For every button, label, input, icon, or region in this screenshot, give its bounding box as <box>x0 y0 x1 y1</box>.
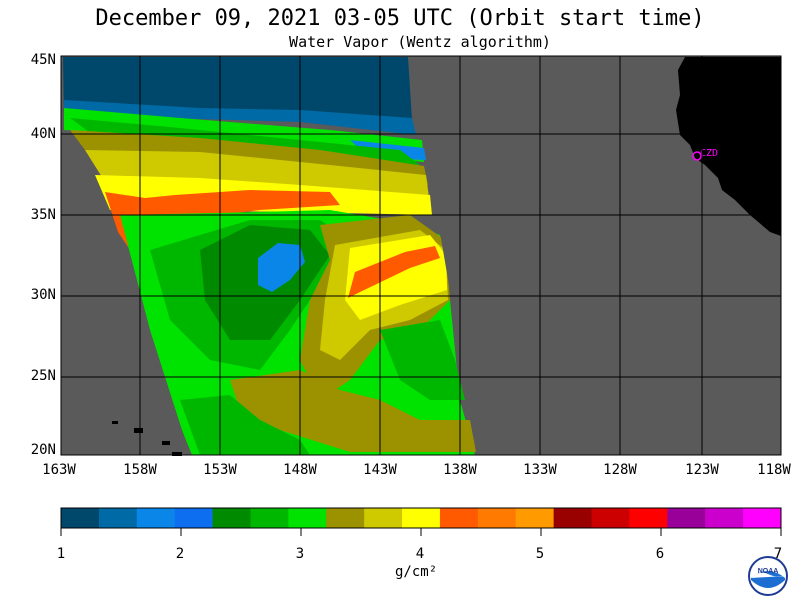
lon-label-123w: 123W <box>685 462 719 478</box>
colorbar-swatch-15 <box>629 508 668 528</box>
colorbar-swatch-10 <box>439 508 479 528</box>
lon-label-153w: 153W <box>203 462 237 478</box>
lat-label-20n: 20N <box>30 442 56 458</box>
colorbar-swatch-1 <box>98 508 138 528</box>
map-subtitle: Water Vapor (Wentz algorithm) <box>289 33 551 51</box>
colorbar-label-5: 5 <box>535 546 545 562</box>
colorbar-swatch-17 <box>705 508 744 528</box>
map-title: December 09, 2021 03-05 UTC (Orbit start… <box>95 6 705 31</box>
colorbar <box>60 507 782 536</box>
lon-label-133w: 133W <box>523 462 557 478</box>
lon-label-163w: 163W <box>42 462 76 478</box>
lat-label-40n: 40N <box>30 126 56 142</box>
island-hawaii-2 <box>134 428 143 433</box>
colorbar-swatch-13 <box>553 508 593 528</box>
lon-label-158w: 158W <box>123 462 157 478</box>
colorbar-label-4: 4 <box>415 546 425 562</box>
swath-region-orange-north <box>105 190 340 250</box>
lat-label-25n: 25N <box>30 368 56 384</box>
colorbar-swatch-5 <box>250 508 289 528</box>
colorbar-label-3: 3 <box>295 546 305 562</box>
island-hawaii-3 <box>162 441 170 445</box>
colorbar-swatch-2 <box>136 508 176 528</box>
lon-label-148w: 148W <box>283 462 317 478</box>
colorbar-swatch-11 <box>477 508 517 528</box>
noaa-logo-icon: NOAA <box>748 556 788 596</box>
swath-region-blue-eye <box>258 243 305 292</box>
colorbar-swatch-16 <box>667 508 706 528</box>
station-marker <box>692 151 702 161</box>
lon-label-138w: 138W <box>443 462 477 478</box>
station-label: CZD <box>700 148 718 159</box>
lon-label-118w: 118W <box>757 462 791 478</box>
svg-text:NOAA: NOAA <box>758 568 779 575</box>
swath-region-green-southeast <box>380 320 465 400</box>
swath-region-green-south <box>180 395 310 455</box>
colorbar-units: g/cm² <box>395 564 438 580</box>
colorbar-swatch-14 <box>591 508 630 528</box>
colorbar-swatch-4 <box>212 508 251 528</box>
swath-region-dark-blue <box>63 57 412 120</box>
island-hawaii-1 <box>112 421 118 424</box>
swath-west-mask <box>61 130 192 455</box>
lon-label-128w: 128W <box>603 462 637 478</box>
colorbar-swatch-12 <box>515 508 555 528</box>
lon-label-143w: 143W <box>363 462 397 478</box>
colorbar-swatch-18 <box>743 508 782 528</box>
swath-region-orange-east <box>348 246 440 298</box>
colorbar-swatch-6 <box>288 508 327 528</box>
colorbar-swatch-0 <box>61 508 100 528</box>
colorbar-swatch-7 <box>326 508 365 528</box>
colorbar-label-6: 6 <box>655 546 665 562</box>
colorbar-label-7: 7 <box>773 546 783 562</box>
colorbar-swatch-9 <box>402 508 441 528</box>
colorbar-label-1: 1 <box>56 546 66 562</box>
swath-region-blue-band <box>64 100 416 135</box>
colorbar-swatch-8 <box>364 508 403 528</box>
lat-label-35n: 35N <box>30 207 56 223</box>
swath-region-olive-south <box>230 370 476 452</box>
lat-label-45n: 45N <box>30 52 56 68</box>
colorbar-label-2: 2 <box>175 546 185 562</box>
map-frame <box>60 55 782 456</box>
lat-label-30n: 30N <box>30 287 56 303</box>
island-hawaii-4 <box>172 452 182 456</box>
swath-east-mask <box>410 57 781 455</box>
colorbar-swatch-3 <box>174 508 214 528</box>
